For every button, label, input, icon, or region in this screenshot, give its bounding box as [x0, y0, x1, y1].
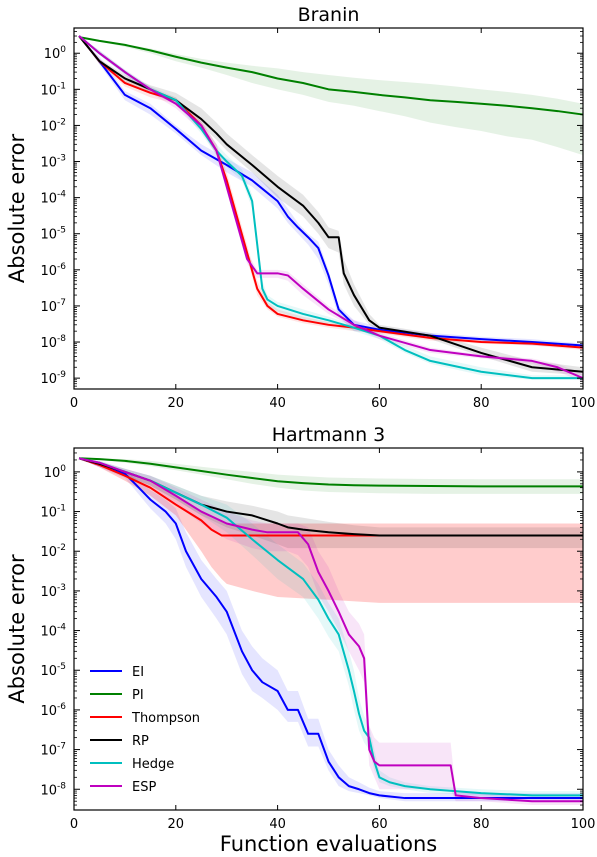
series-line-esp: [78, 35, 584, 380]
x-tick-label: 60: [371, 396, 388, 411]
y-tick-label: 10-4: [40, 190, 66, 207]
branin-panel: 0 20 40 60 80 100 100 10-1 10-2 10-3 10-4 10-5 10-6 1…: [5, 4, 595, 411]
x-tick-label: 80: [473, 396, 490, 411]
plot-frame: [73, 447, 584, 811]
y-tick-label: 10-6: [40, 262, 66, 279]
x-tick-label: 100: [571, 396, 596, 411]
band-hedge: [79, 458, 583, 799]
x-tick-label: 0: [70, 396, 78, 411]
band-esp: [79, 36, 583, 382]
hartmann3-panel: 0 20 40 60 80 100 100 10-1 10-2 10-3 10-4 10-5 10-6 1…: [5, 424, 595, 856]
legend-label-esp: ESP: [132, 780, 156, 795]
chart-title: Branin: [298, 4, 360, 26]
y-tick-label: 10-9: [40, 370, 66, 387]
series-line-hedge: [78, 457, 583, 797]
y-tick-label: 10-5: [40, 226, 66, 243]
y-tick-label: 10-8: [40, 781, 66, 798]
y-tick-label: 10-7: [40, 298, 66, 315]
legend-label-rp: RP: [132, 734, 149, 749]
y-tick-label: 100: [44, 45, 67, 62]
y-tick-label: 100: [44, 464, 67, 481]
band-pi: [79, 37, 583, 156]
chart-title: Hartmann 3: [272, 424, 386, 446]
x-tick-label: 80: [473, 817, 490, 832]
series-line-hedge: [78, 35, 583, 380]
y-tick-label: 10-3: [40, 583, 66, 600]
y-tick-label: 10-1: [40, 504, 66, 521]
x-tick-label: 20: [168, 817, 185, 832]
x-tick-label: 40: [269, 396, 286, 411]
y-axis-label: Absolute error: [5, 133, 29, 283]
y-tick-label: 10-1: [40, 81, 66, 98]
y-tick-label: 10-5: [40, 662, 66, 679]
legend-label-ei: EI: [132, 665, 144, 680]
band-rp: [79, 36, 583, 376]
series-line-pi: [78, 36, 584, 116]
series-line-thompson: [78, 35, 584, 349]
series-line-pi: [79, 457, 583, 488]
y-tick-label: 10-2: [40, 117, 66, 134]
x-tick-label: 100: [571, 817, 596, 832]
legend-label-thompson: Thompson: [131, 711, 200, 726]
legend-label-hedge: Hedge: [132, 757, 174, 772]
y-axis-label: Absolute error: [5, 554, 29, 704]
y-tick-label: 10-6: [40, 702, 66, 719]
y-tick-label: 10-8: [40, 334, 66, 351]
x-tick-label: 60: [371, 817, 388, 832]
series-line-esp: [78, 457, 583, 803]
legend-label-pi: PI: [132, 688, 144, 703]
y-tick-label: 10-3: [40, 154, 66, 171]
y-tick-label: 10-2: [40, 543, 66, 560]
x-tick-label: 40: [269, 817, 286, 832]
x-tick-label: 20: [168, 396, 185, 411]
y-tick-label: 10-4: [40, 623, 66, 640]
y-tick-label: 10-7: [40, 742, 66, 759]
band-rp: [79, 458, 583, 549]
series-line-ei: [78, 457, 583, 800]
x-tick-label: 0: [70, 817, 78, 832]
x-axis-label: Function evaluations: [220, 832, 437, 856]
band-pi: [79, 458, 583, 494]
band-thompson: [79, 458, 583, 603]
